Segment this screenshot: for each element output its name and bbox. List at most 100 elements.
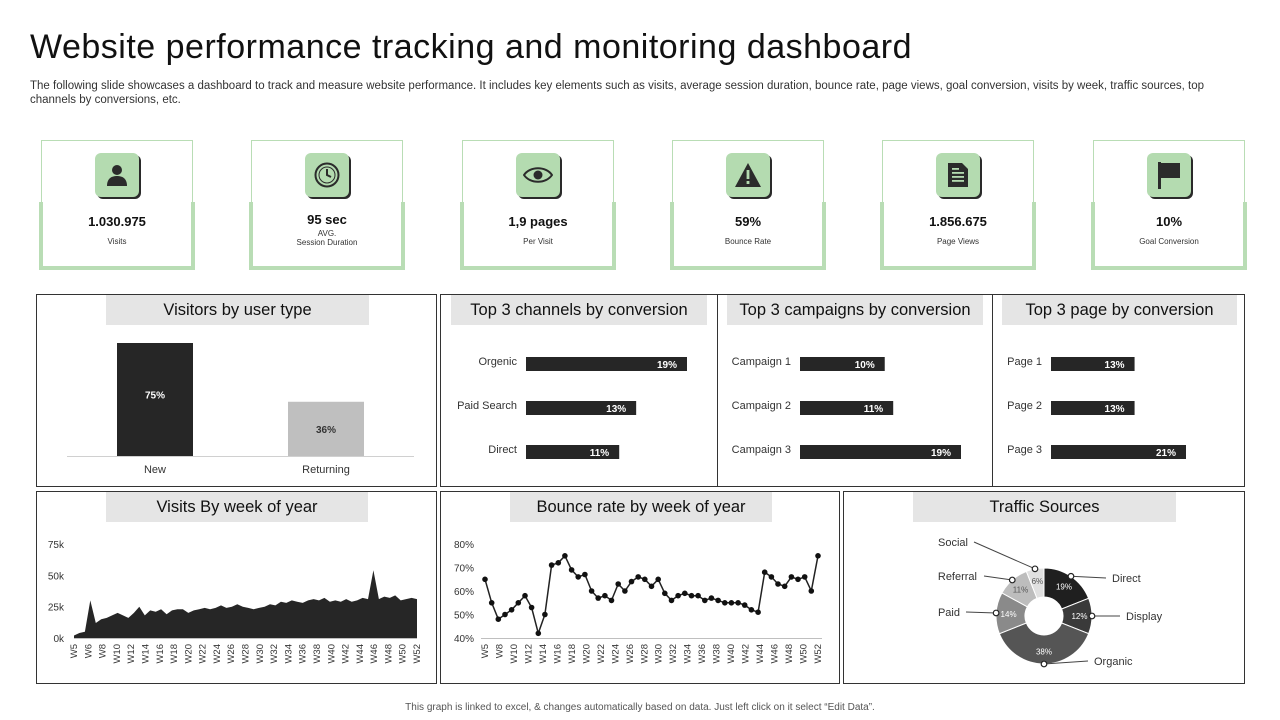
bar: [800, 357, 885, 371]
data-point: [555, 560, 562, 566]
data-point: [775, 581, 781, 587]
bar-data-label: 13%: [606, 404, 626, 415]
data-point: [535, 630, 542, 637]
category-label: Page 1: [1007, 356, 1042, 368]
bar-data-label: 13%: [1105, 404, 1125, 415]
data-point: [748, 607, 755, 613]
x-tick-label: W5: [69, 644, 80, 658]
leader-line: [965, 611, 997, 614]
x-tick-label: W10: [509, 644, 520, 664]
eye-icon: [516, 153, 560, 197]
x-tick-label: W5: [480, 644, 491, 658]
panel-title: Top 3 page by conversion: [1002, 295, 1237, 325]
x-tick-label: W22: [198, 644, 209, 664]
data-point: [635, 574, 641, 580]
kpi-card-session-duration: 95 sec AVG. Session Duration: [249, 140, 405, 270]
conversion-panel: Top 3 channels by conversion Top 3 campa…: [440, 294, 1245, 487]
data-point: [515, 600, 522, 606]
data-point: [655, 576, 661, 583]
bar-data-label: 13%: [1105, 360, 1125, 371]
x-tick-label: W40: [326, 644, 337, 664]
data-point: [522, 592, 528, 599]
x-tick-label: W50: [799, 644, 810, 664]
data-point: [695, 592, 701, 599]
x-tick-label: W12: [523, 644, 534, 664]
data-point: [755, 609, 761, 615]
panel-title: Visitors by user type: [106, 295, 369, 325]
kpi-value: 1.030.975: [88, 214, 146, 229]
leader-dot: [1088, 612, 1096, 620]
slice-data-label: 38%: [1036, 648, 1052, 657]
x-tick-label: W28: [241, 644, 252, 664]
y-tick-label: 0k: [53, 634, 65, 645]
x-tick-label: W26: [625, 644, 636, 664]
data-point: [575, 574, 581, 580]
bar-data-label: 19%: [931, 448, 951, 459]
kpi-label: Visits: [107, 237, 127, 246]
footer-note: This graph is linked to excel, & changes…: [405, 702, 875, 713]
category-label: Campaign 1: [732, 356, 791, 368]
x-tick-label: W40: [726, 644, 737, 664]
x-tick-label: W44: [755, 644, 766, 664]
x-tick-label: W16: [155, 644, 166, 664]
slice-data-label: 14%: [1001, 610, 1017, 619]
x-tick-label: W18: [567, 644, 578, 664]
bar: [1051, 401, 1135, 415]
data-point: [548, 562, 555, 568]
traffic-sources-panel: Traffic Sources 19% 12% 38% 14% 11% 6% Direct D…: [843, 491, 1245, 684]
kpi-card-bounce-rate: 59% Bounce Rate: [670, 140, 826, 270]
data-point: [715, 597, 721, 604]
category-label: Paid Search: [457, 400, 517, 412]
kpi-value: 95 sec: [307, 212, 347, 227]
slice-data-label: 19%: [1056, 583, 1072, 592]
data-point: [608, 597, 615, 604]
data-point: [735, 600, 741, 606]
x-tick-label: W46: [369, 644, 380, 664]
page-title: Website performance tracking and monitor…: [30, 28, 913, 66]
y-tick-label: 75k: [48, 540, 65, 551]
data-point: [788, 574, 795, 580]
x-tick-label: W36: [298, 644, 309, 664]
y-tick-label: 25k: [48, 603, 65, 614]
data-point: [708, 595, 715, 601]
bar: [288, 401, 364, 456]
x-tick-label: W42: [741, 644, 752, 664]
leader-line: [983, 575, 1013, 581]
leader-line: [1043, 660, 1089, 665]
x-tick-label: W52: [412, 644, 423, 664]
data-point: [628, 578, 635, 585]
x-tick-label: W36: [697, 644, 708, 664]
data-point: [815, 553, 821, 559]
bar: [526, 445, 620, 459]
data-point: [615, 581, 621, 587]
x-tick-label: W18: [169, 644, 180, 664]
kpi-value: 10%: [1155, 214, 1183, 229]
traffic-donut-chart: 19% 12% 38% 14% 11% 6% Direct Display Organic Pai…: [938, 537, 1163, 668]
bar: [1051, 357, 1135, 371]
visitors-by-user-type-panel: Visitors by user type 75% New 36% Returning: [36, 294, 437, 487]
panel-title: Top 3 campaigns by conversion: [727, 295, 983, 325]
data-point: [562, 553, 568, 559]
data-point: [528, 604, 535, 611]
data-point: [808, 588, 815, 594]
x-tick-label: W42: [341, 644, 352, 664]
category-label: Direct: [488, 444, 517, 456]
divider: [992, 295, 993, 486]
y-tick-label: 40%: [454, 634, 474, 645]
data-point: [568, 567, 575, 573]
bounce-rate-by-week-panel: Bounce rate by week of year 40% 50% 60% 70%…: [440, 491, 840, 684]
x-tick-label: W52: [813, 644, 824, 664]
x-tick-label: W50: [398, 644, 409, 664]
data-point: [502, 611, 508, 618]
kpi-card-goal-conversion: 10% Goal Conversion: [1091, 140, 1247, 270]
user-icon: [95, 153, 139, 197]
x-tick-label: W24: [610, 644, 621, 664]
bar: [117, 343, 193, 456]
kpi-value: 59%: [734, 214, 762, 229]
data-point: [768, 574, 775, 580]
data-point: [642, 576, 648, 583]
x-tick-label: W22: [596, 644, 607, 664]
x-tick-label: W12: [126, 644, 137, 664]
legend-label: Referral: [938, 571, 977, 583]
